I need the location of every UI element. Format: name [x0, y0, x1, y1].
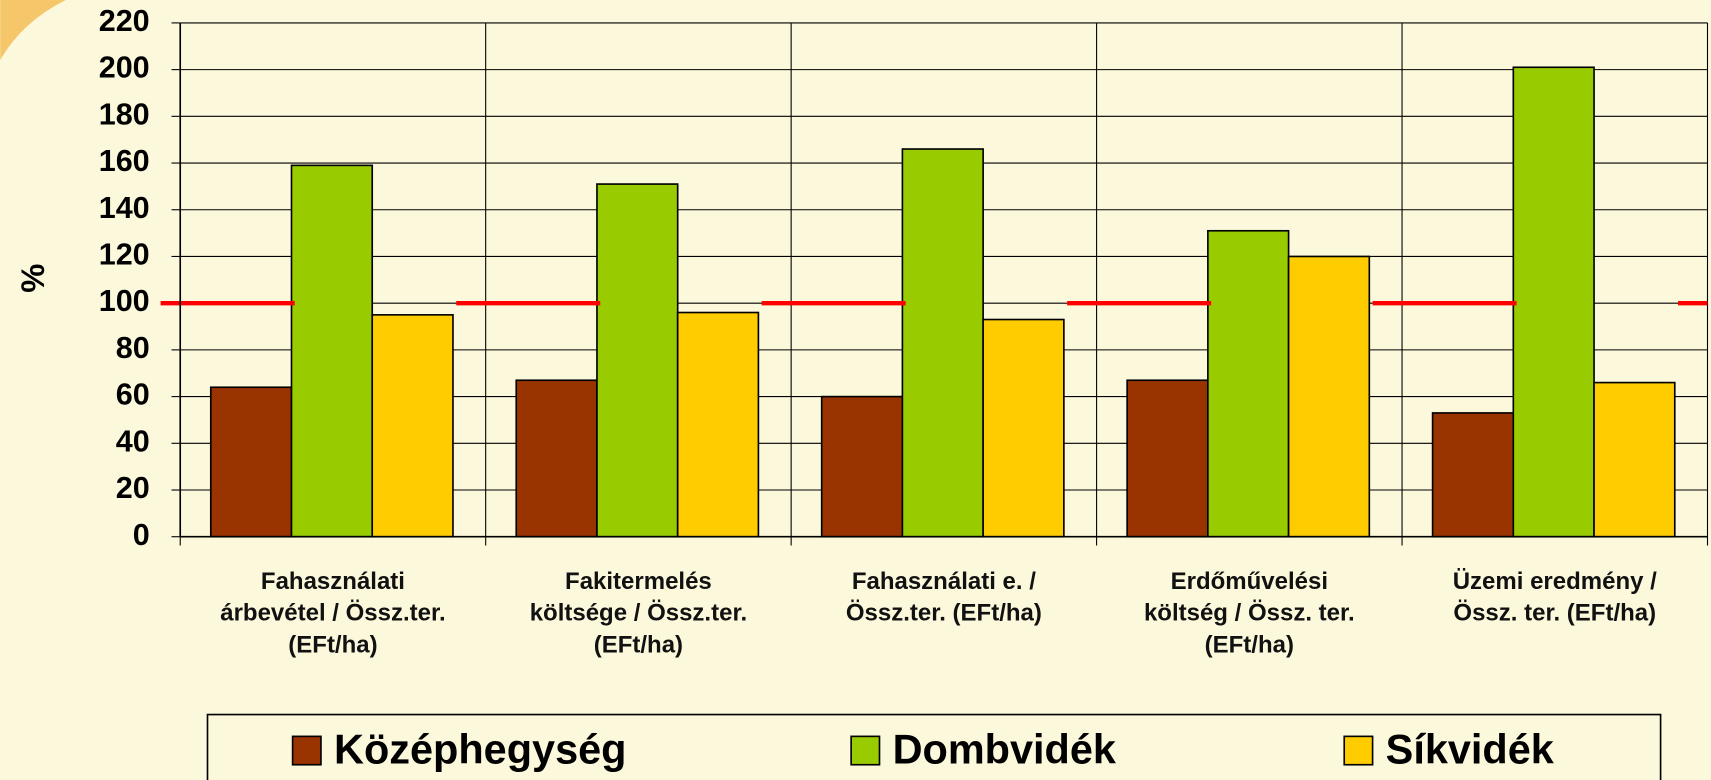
bar [901, 148, 984, 538]
x-tick-label: Fakitermelés költsége / Össz.ter. (EFt/h… [529, 567, 748, 658]
legend-swatch [850, 735, 881, 766]
y-tick-label: 40 [116, 424, 150, 458]
x-tick-label-box: Fahasználati e. / Össz.ter. (EFt/ha) [845, 567, 1042, 627]
bar [676, 311, 760, 538]
y-tick-label: 60 [116, 378, 150, 412]
legend-label: Dombvidék [893, 726, 1117, 773]
bar [820, 395, 904, 538]
bar [290, 164, 374, 538]
bar [209, 386, 293, 538]
legend-swatch [1343, 735, 1374, 766]
bar [515, 379, 598, 538]
x-tick-label: Fahasználati e. / Össz.ter. (EFt/ha) [845, 567, 1042, 627]
bar [1287, 255, 1371, 538]
y-tick-label: 20 [116, 471, 150, 505]
y-tick-label: 120 [99, 238, 150, 272]
y-tick-label: 200 [99, 51, 150, 85]
x-tick-label: Üzemi eredmény / Össz. ter. (EFt/ha) [1452, 567, 1657, 627]
bar [1431, 412, 1515, 538]
y-tick-label: 80 [116, 331, 150, 365]
legend-label: Síkvidék [1386, 726, 1555, 773]
bar [1593, 381, 1676, 538]
y-tick-label: 180 [99, 97, 150, 131]
x-tick-label: Erdőművelési költség / Össz. ter. (EFt/h… [1143, 567, 1355, 658]
x-tick-label-box: Fakitermelés költsége / Össz.ter. (EFt/h… [529, 567, 748, 658]
x-tick-label: Fahasználati árbevétel / Össz.ter. (EFt/… [220, 567, 446, 658]
bar [1126, 379, 1209, 538]
y-tick-label: 160 [99, 144, 150, 178]
x-tick-label-box: Üzemi eredmény / Össz. ter. (EFt/ha) [1452, 567, 1657, 627]
y-tick-label: 220 [99, 4, 150, 38]
bar [371, 314, 454, 538]
bar [1207, 229, 1290, 538]
corner-decoration [0, 0, 66, 60]
legend-swatch [291, 735, 322, 766]
bar [596, 183, 679, 538]
bar [982, 318, 1065, 538]
legend-box [206, 713, 1662, 780]
x-tick-label-box: Erdőművelési költség / Össz. ter. (EFt/h… [1143, 567, 1355, 658]
x-tick-label-box: Fahasználati árbevétel / Össz.ter. (EFt/… [220, 567, 446, 658]
y-axis-label: % [14, 264, 51, 293]
y-tick-label: 140 [99, 191, 150, 225]
y-tick-label: 0 [133, 518, 150, 552]
legend-label: Középhegység [334, 726, 626, 773]
y-tick-label: 100 [99, 284, 150, 318]
bar [1512, 66, 1595, 538]
